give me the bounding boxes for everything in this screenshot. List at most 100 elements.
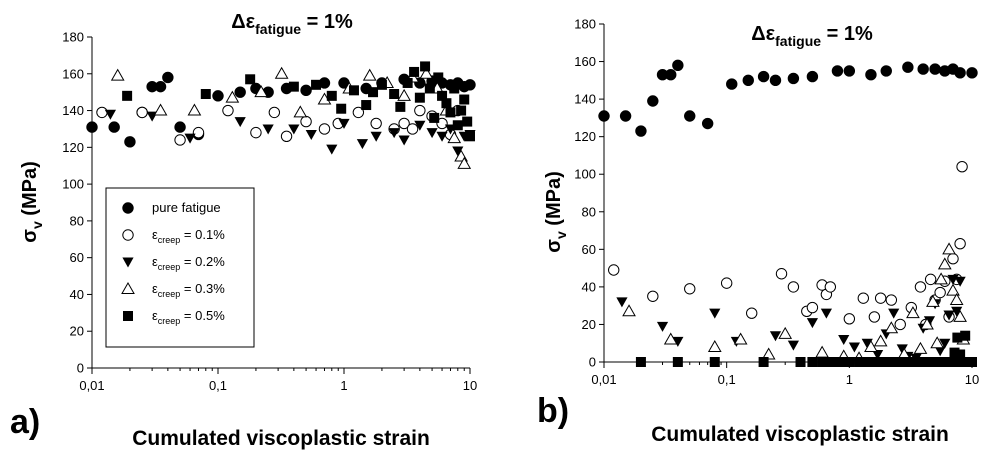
point-filled-square: [930, 357, 941, 367]
point-open-circle: [268, 106, 281, 119]
point-open-circle: [956, 161, 968, 173]
point-open-circle: [684, 283, 696, 295]
point-open-triangle: [920, 317, 934, 330]
point-filled-triangle-down: [305, 129, 317, 140]
point-filled-square: [414, 92, 425, 103]
y-tick-label: 0: [589, 355, 596, 370]
x-tick-label: 0,1: [209, 378, 227, 393]
point-filled-triangle-down: [709, 308, 721, 319]
chart-a: Δεfatigue = 1% σv (MPa) Cumulated viscop…: [10, 11, 477, 450]
legend-marker-filled-circle: [122, 202, 134, 214]
point-filled-triangle-down: [616, 297, 628, 308]
point-open-triangle: [733, 332, 748, 345]
point-filled-square: [395, 101, 406, 112]
y-tick-label: 180: [574, 17, 596, 32]
x-tick-label: 0,1: [718, 372, 736, 387]
point-filled-square: [326, 90, 337, 101]
point-open-circle: [174, 134, 186, 146]
point-filled-circle: [212, 90, 224, 102]
y-tick-label: 60: [582, 242, 596, 257]
point-filled-triangle-down: [820, 308, 832, 319]
point-open-circle: [947, 253, 959, 265]
point-filled-circle: [831, 65, 844, 77]
point-filled-square: [869, 357, 880, 367]
point-open-circle: [436, 117, 448, 130]
point-open-circle: [720, 277, 733, 289]
point-filled-triangle-down: [656, 321, 669, 332]
point-filled-square: [336, 103, 347, 114]
point-open-triangle: [293, 105, 308, 118]
point-open-circle: [318, 123, 331, 135]
point-filled-square: [424, 83, 435, 94]
legend-item-creep-0-3: εcreep = 0.3%: [121, 281, 225, 299]
y-tick-label: 100: [62, 177, 84, 192]
point-filled-triangle-down: [326, 144, 338, 155]
point-open-triangle: [906, 306, 920, 319]
point-filled-triangle-down: [672, 336, 684, 347]
point-filled-circle: [917, 63, 929, 75]
point-open-triangle: [663, 332, 678, 345]
point-open-circle: [914, 281, 927, 293]
point-open-triangle: [419, 66, 434, 79]
point-open-circle: [775, 268, 788, 280]
point-filled-circle: [865, 69, 877, 81]
point-filled-square: [854, 357, 865, 367]
point-filled-square: [420, 61, 431, 72]
chart-a-legend: pure fatigue εcreep = 0.1% εcreep = 0.2% εc…: [105, 187, 255, 348]
legend-item-creep-0-1: εcreep = 0.1%: [122, 227, 225, 245]
legend-item-creep-0-5: εcreep = 0.5%: [123, 308, 225, 326]
y-tick-label: 140: [62, 103, 84, 118]
series-creep-0-2-a: [104, 109, 476, 157]
point-open-circle: [222, 104, 234, 117]
point-filled-circle: [684, 110, 696, 122]
y-tick-label: 40: [70, 287, 84, 302]
point-filled-square: [960, 330, 971, 341]
point-filled-triangle-down: [388, 128, 400, 139]
point-open-circle: [280, 130, 293, 143]
series-pure-fatigue-b: [598, 59, 978, 137]
point-filled-circle: [234, 86, 246, 98]
point-filled-square: [838, 357, 849, 367]
point-open-circle: [924, 273, 937, 286]
point-filled-triangle-down: [896, 344, 908, 355]
point-open-triangle: [930, 336, 945, 349]
point-open-circle: [868, 311, 881, 323]
point-filled-square: [245, 74, 256, 85]
point-open-triangle: [778, 326, 793, 339]
point-open-circle: [824, 281, 837, 293]
point-filled-circle: [929, 63, 941, 75]
x-tick-label: 0,01: [591, 372, 616, 387]
point-filled-triangle-down: [787, 340, 800, 351]
legend-marker-filled-triangle-down: [122, 257, 134, 268]
point-open-triangle: [225, 90, 240, 103]
panel-label-b: b): [537, 392, 569, 430]
point-open-circle: [787, 281, 800, 293]
point-open-circle: [647, 290, 659, 302]
x-tick-label: 1: [340, 378, 347, 393]
point-open-circle: [843, 313, 856, 325]
point-filled-triangle-down: [262, 124, 274, 135]
point-filled-circle: [769, 74, 782, 87]
point-open-triangle: [949, 293, 964, 306]
legend-label: εcreep = 0.2%: [152, 254, 225, 272]
point-filled-circle: [742, 74, 754, 87]
y-tick-label: 20: [70, 324, 84, 339]
point-filled-square: [967, 357, 977, 367]
point-filled-square: [949, 347, 960, 358]
chart-b-title: Δεfatigue = 1%: [751, 23, 873, 49]
point-filled-triangle-down: [414, 120, 426, 131]
series-creep-0-5-b: [635, 330, 977, 367]
point-filled-square: [429, 112, 440, 123]
legend-item-pure-fatigue: pure fatigue: [122, 200, 221, 215]
point-filled-circle: [86, 121, 98, 133]
legend-marker-open-triangle: [121, 281, 135, 294]
point-filled-square: [888, 357, 899, 367]
point-open-triangle: [447, 131, 462, 144]
point-filled-circle: [647, 95, 659, 107]
point-filled-square: [465, 131, 475, 142]
point-filled-triangle-down: [104, 109, 117, 120]
point-filled-square: [449, 83, 460, 94]
point-filled-square: [368, 87, 379, 98]
point-open-triangle: [254, 85, 269, 98]
